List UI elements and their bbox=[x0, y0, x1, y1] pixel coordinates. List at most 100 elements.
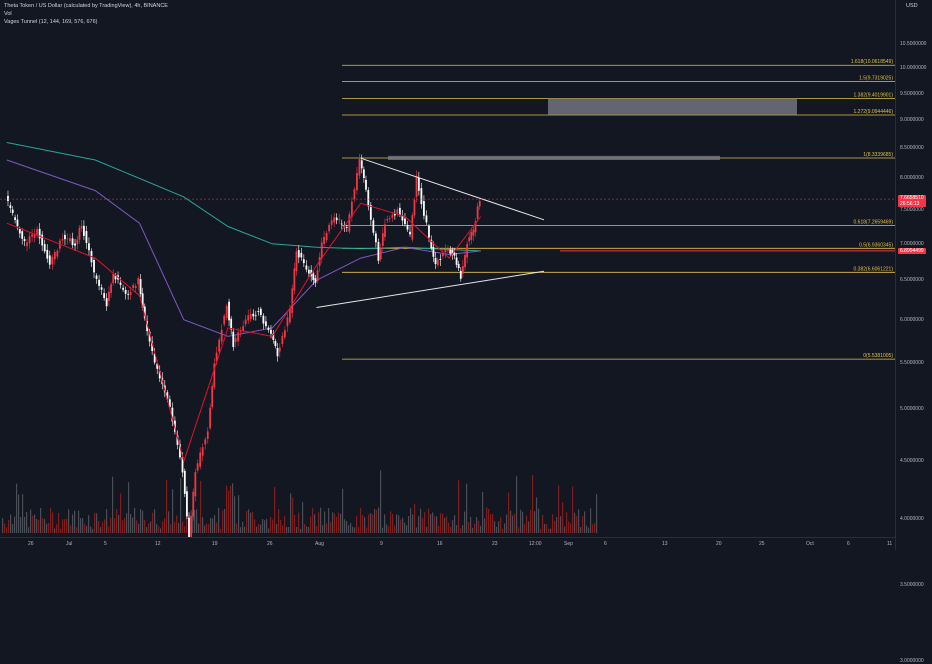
candle-body bbox=[399, 207, 401, 216]
candle-body bbox=[43, 244, 46, 252]
candle-body bbox=[153, 353, 156, 363]
volume-bar bbox=[444, 517, 446, 533]
candle-body bbox=[129, 292, 132, 295]
time-axis[interactable]: 26 Jul 5 12 19 26 Aug 9 16 23 12:00 Sep 6 13 20 25 Oct 6 1… bbox=[0, 537, 895, 550]
candle-body bbox=[270, 329, 272, 334]
candle-body bbox=[430, 239, 433, 249]
volume-bar bbox=[28, 527, 30, 533]
indicator-legend[interactable]: Vages Tunnel (12, 144, 169, 576, 676) bbox=[4, 19, 98, 25]
volume-bar bbox=[526, 515, 528, 533]
volume-bar bbox=[332, 512, 334, 533]
volume-bar bbox=[254, 519, 256, 533]
time-tick: 26 bbox=[267, 541, 273, 547]
volume-bar bbox=[214, 515, 216, 533]
fib-level-label: 0.382(6.6061221) bbox=[854, 266, 894, 272]
volume-bar bbox=[176, 515, 178, 533]
volume-bar bbox=[16, 483, 18, 533]
candle-body bbox=[158, 370, 161, 379]
volume-bar bbox=[338, 512, 340, 533]
volume-bar bbox=[566, 512, 568, 533]
volume-bar bbox=[12, 523, 14, 533]
volume-bar bbox=[30, 509, 32, 533]
candle-body bbox=[307, 269, 310, 274]
fib-level-label: 0.618(7.2659469) bbox=[854, 219, 894, 225]
volume-bar bbox=[398, 515, 400, 533]
time-tick: Sep bbox=[564, 541, 573, 547]
candle-body bbox=[451, 250, 454, 255]
candle-body bbox=[201, 447, 204, 456]
price-axis[interactable]: 10.5000000 10.0000000 9.5000000 9.0000000 8.… bbox=[895, 0, 932, 664]
candle-body bbox=[51, 256, 54, 265]
volume-bar bbox=[60, 528, 62, 533]
volume-bar bbox=[218, 507, 220, 533]
candle-body bbox=[356, 172, 358, 191]
volume-bar bbox=[228, 490, 230, 533]
volume-bar bbox=[428, 508, 430, 533]
volume-bar bbox=[154, 509, 156, 533]
volume-bar bbox=[38, 519, 40, 533]
volume-bar bbox=[18, 494, 20, 533]
volume-bar bbox=[142, 510, 144, 533]
candle-body bbox=[254, 315, 257, 317]
candle-body bbox=[33, 233, 36, 238]
volume-bar bbox=[312, 508, 314, 533]
volume-legend[interactable]: Vol bbox=[4, 11, 12, 17]
candle-body bbox=[358, 159, 361, 176]
candle-body bbox=[417, 177, 420, 191]
price-tick: 7.0000000 bbox=[900, 240, 924, 247]
volume-bar bbox=[380, 470, 382, 533]
chart-canvas[interactable]: 1.618(10.0618549) 1.5(9.7319025) 1.382(9.4… bbox=[0, 0, 895, 543]
candle-body bbox=[188, 517, 190, 541]
price-tick: 10.5000000 bbox=[900, 41, 927, 48]
candle-body bbox=[281, 335, 284, 344]
symbol-title[interactable]: Theta Token / US Dollar (calculated by T… bbox=[4, 3, 168, 9]
candle-body bbox=[291, 288, 294, 314]
candle-body bbox=[328, 224, 331, 232]
candle-body bbox=[464, 254, 466, 268]
candle-body bbox=[38, 228, 41, 239]
volume-bar bbox=[374, 509, 376, 533]
candle-body bbox=[31, 234, 33, 237]
tunnel-price-tag: 6.8994499 bbox=[898, 247, 926, 254]
volume-bar bbox=[402, 517, 404, 533]
fib-level-label: 1.382(9.4019901) bbox=[854, 93, 894, 99]
volume-bar bbox=[350, 522, 352, 533]
volume-bar bbox=[262, 519, 264, 533]
volume-bar bbox=[268, 528, 270, 533]
volume-bar bbox=[46, 523, 48, 533]
volume-bar bbox=[222, 510, 224, 533]
volume-bar bbox=[496, 526, 498, 533]
candle-body bbox=[234, 337, 237, 343]
volume-bar bbox=[76, 527, 78, 533]
volume-bar bbox=[276, 523, 278, 533]
candle-body bbox=[338, 219, 341, 221]
candle-body bbox=[320, 242, 323, 259]
volume-bar bbox=[406, 525, 408, 533]
candle-body bbox=[66, 238, 69, 240]
chart-area[interactable]: 1.618(10.0618549) 1.5(9.7319025) 1.382(9.4… bbox=[0, 0, 895, 543]
candle-body bbox=[168, 399, 171, 408]
candle-body bbox=[76, 239, 79, 245]
candle-body bbox=[474, 221, 477, 233]
candle-body bbox=[381, 233, 384, 246]
volume-bar bbox=[362, 515, 364, 533]
volume-bar bbox=[56, 524, 58, 533]
volume-bar bbox=[146, 527, 148, 533]
candle-body bbox=[137, 278, 140, 285]
candle-body bbox=[252, 313, 255, 317]
candle-body bbox=[325, 232, 328, 241]
volume-bar bbox=[96, 513, 98, 533]
candle-body bbox=[312, 273, 315, 280]
volume-bar bbox=[8, 519, 10, 533]
candle-body bbox=[302, 259, 305, 264]
volume-bar bbox=[396, 514, 398, 533]
volume-bar bbox=[150, 521, 152, 533]
volume-bar bbox=[386, 524, 388, 533]
volume-bar bbox=[548, 528, 550, 533]
candle-body bbox=[213, 363, 216, 387]
volume-bar bbox=[510, 510, 512, 533]
volume-bar bbox=[270, 516, 272, 533]
candle-body bbox=[314, 278, 317, 283]
candle-body bbox=[228, 301, 230, 321]
candle-body bbox=[108, 291, 110, 301]
